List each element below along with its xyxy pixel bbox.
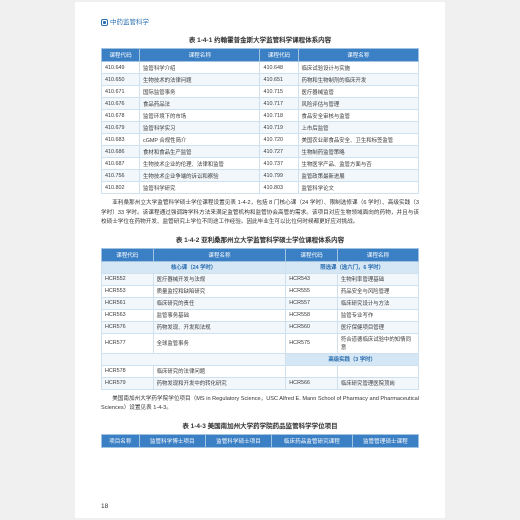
table-row: HCR561临床研究的责任HCR557临床研究设计与方法	[102, 297, 419, 309]
table-row: HCR552医疗器械开发与法规HCR543生物利率管理基础	[102, 273, 419, 285]
table-row: 410.671国际监管事务410.715医疗器械监管	[102, 86, 419, 98]
table-row: 410.683cGMP 合规性简介410.720美国农业部食品安全、卫生和标签监…	[102, 134, 419, 146]
col-header: 课程代码	[260, 49, 298, 62]
table-row: 410.756生物技术企业争端的诉讼和察验410.799监管政策最新进展	[102, 170, 419, 182]
table-row: HCR578临床研究的法律问题	[102, 365, 419, 377]
table2-title: 表 1-4-2 亚利桑那州立大学监管科学硕士学位课程体系内容	[101, 234, 419, 244]
table-row: 410.649监管科学介绍410.648临床试验设计与实施	[102, 62, 419, 74]
table1: 课程代码课程名称课程代码课程名称 410.649监管科学介绍410.648临床试…	[101, 48, 419, 194]
brand-header: 中药监管科学	[101, 16, 419, 26]
col-header: 课程代码	[286, 248, 338, 261]
page-number: 18	[101, 503, 108, 510]
sub-header: 高级实践（3 学时）	[102, 353, 419, 365]
table-row: 410.687生物技术企业的伦理、法律和监管410.737生物医学产品、监管方面…	[102, 158, 419, 170]
col-header: 监管科学硕士项目	[205, 434, 271, 447]
sub-header: 核心课（24 学时）限选课（选六门，6 学时）	[102, 261, 419, 273]
col-header: 课程名称	[337, 248, 418, 261]
col-header: 课程代码	[102, 248, 154, 261]
table-row: HCR579药物发现和开发中的转化研究HCR566临床研究管理医院顶岗	[102, 377, 419, 389]
col-header: 课程名称	[140, 49, 260, 62]
table-row: 410.679监管科学实习410.719上市后监管	[102, 122, 419, 134]
document-page: 中药监管科学 表 1-4-1 约翰霍普金斯大学监管科学课程体系内容 课程代码课程…	[75, 2, 445, 518]
col-header: 课程名称	[298, 49, 418, 62]
table-row: 410.802监管科学研究410.803监管科学论文	[102, 182, 419, 194]
col-header: 临床药品监管研究课程	[272, 434, 353, 447]
col-header: 课程名称	[153, 248, 286, 261]
table-row: HCR576药物发现、开发和法规HCR560医疗保健项目管理	[102, 321, 419, 333]
table1-title: 表 1-4-1 约翰霍普金斯大学监管科学课程体系内容	[101, 34, 419, 44]
paragraph-2: 美国南加州大学药学院学位项目（MS in Regulatory Science，…	[101, 395, 419, 414]
brand-text: 中药监管科学	[110, 19, 149, 26]
col-header: 项目名称	[102, 434, 140, 447]
table2: 课程代码课程名称课程代码课程名称 核心课（24 学时）限选课（选六门，6 学时）…	[101, 248, 419, 390]
table-row: HCR577全球监管事务HCR575符合道德临床试验中的知情同意	[102, 333, 419, 353]
table-row: 410.650生物技术的法律问题410.651药物和生物制剂的临床开发	[102, 74, 419, 86]
table3-title: 表 1-4-3 美国南加州大学药学院药品监管科学学位项目	[101, 420, 419, 430]
paragraph-1: 亚利桑那州立大学监管科学硕士学位课程设置见表 1-4-2，包括 8 门核心课（2…	[101, 199, 419, 228]
table-row: 410.676食品药品法410.717风险评估与管理	[102, 98, 419, 110]
table-row: 410.686食材和食品生产监管410.727生物制药监管策略	[102, 146, 419, 158]
col-header: 课程代码	[102, 49, 140, 62]
col-header: 监管管理硕士课程	[352, 434, 418, 447]
table-row: 410.678监管环境下的市场410.718食品安全审核与监管	[102, 110, 419, 122]
table3: 项目名称监管科学博士项目监管科学硕士项目临床药品监管研究课程监管管理硕士课程	[101, 434, 419, 448]
table-row: HCR563监管事务基础HCR558监管专业写作	[102, 309, 419, 321]
table-row: HCR553质量监控和缺陷研究HCR555药品安全与风险管理	[102, 285, 419, 297]
brand-icon	[101, 19, 108, 26]
col-header: 监管科学博士项目	[139, 434, 205, 447]
